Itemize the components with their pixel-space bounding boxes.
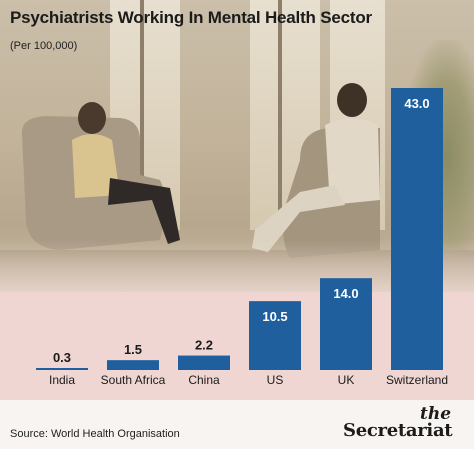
window-frame <box>140 0 144 230</box>
data-label: 0.3 <box>53 350 71 365</box>
data-label: 43.0 <box>404 96 429 111</box>
data-label: 1.5 <box>124 342 142 357</box>
window-frame <box>278 0 282 230</box>
brand-logo-name: Secretariat <box>343 420 453 441</box>
person-left-legs <box>108 178 180 244</box>
bar-china <box>178 355 230 370</box>
source-note: Source: World Health Organisation <box>10 428 180 440</box>
chart-subtitle: (Per 100,000) <box>10 40 78 52</box>
person-left-head <box>78 102 106 134</box>
person-right-legs <box>252 185 345 252</box>
category-label: UK <box>338 373 355 387</box>
brand-logo-the: the <box>420 404 452 424</box>
bar-south-africa <box>107 360 159 370</box>
person-right-torso <box>325 118 380 205</box>
data-label: 14.0 <box>333 286 358 301</box>
chart-title: Psychiatrists Working In Mental Health S… <box>10 8 372 27</box>
person-right-head <box>337 83 367 117</box>
category-label: South Africa <box>101 373 166 387</box>
category-label: Switzerland <box>386 373 448 387</box>
category-label: US <box>267 373 284 387</box>
background-photo <box>0 0 474 300</box>
data-label: 2.2 <box>195 338 213 353</box>
bar-india <box>36 368 88 370</box>
bar-uk <box>320 278 372 370</box>
category-label: China <box>188 373 220 387</box>
category-label: India <box>49 373 75 387</box>
therapy-scene <box>21 83 380 258</box>
footer-band <box>0 400 474 449</box>
bar-us <box>249 301 301 370</box>
person-left-torso <box>72 134 120 198</box>
bar-switzerland <box>391 88 443 370</box>
data-label: 10.5 <box>262 309 287 324</box>
